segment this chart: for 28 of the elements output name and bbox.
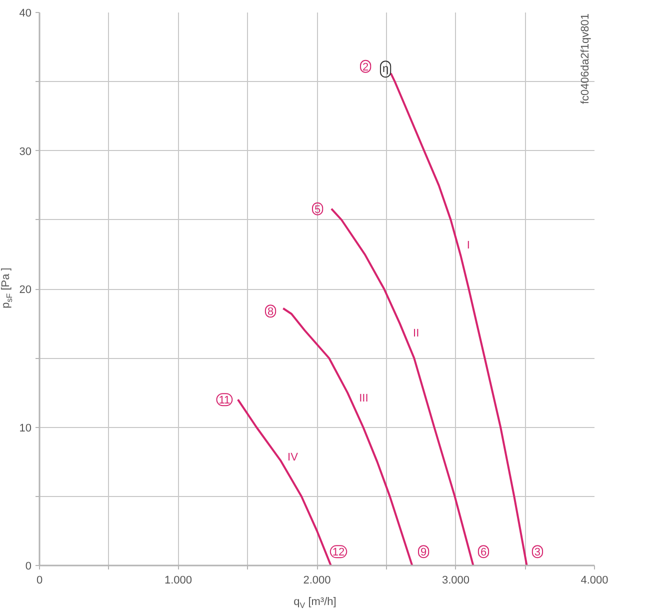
annotation: 9 (420, 546, 427, 559)
y-tick-label: 10 (19, 422, 32, 434)
series-label: III (359, 392, 368, 404)
y-tick-label: 20 (19, 284, 32, 296)
y-tick-label: 40 (19, 8, 32, 20)
x-tick-label: 3.000 (442, 574, 470, 586)
annotation: 5 (314, 204, 321, 216)
series-label: I (466, 240, 470, 252)
x-tick-label: 0 (36, 574, 43, 586)
annotation: 11 (218, 394, 230, 407)
line-series (330, 208, 474, 566)
series-label: II (413, 328, 420, 340)
annotation: 12 (332, 546, 345, 559)
annotation: 2 (362, 61, 369, 74)
x-tick-label: 2.000 (303, 574, 331, 586)
annotation: η (382, 63, 389, 76)
annotation: fc0406da2f1qv801 (580, 13, 592, 104)
series-label: IV (288, 452, 299, 464)
line-series (236, 398, 332, 566)
y-tick-label: 30 (19, 146, 32, 158)
y-tick-label: 0 (25, 560, 32, 572)
annotation: 8 (267, 306, 274, 318)
line-series (282, 307, 414, 566)
x-axis-title: q$_{V}$ [m³/h] (294, 594, 336, 612)
x-tick-label: 4.000 (580, 574, 608, 586)
x-tick-label: 1.000 (164, 574, 192, 586)
annotation: 6 (480, 546, 487, 559)
annotation: 3 (534, 546, 541, 559)
